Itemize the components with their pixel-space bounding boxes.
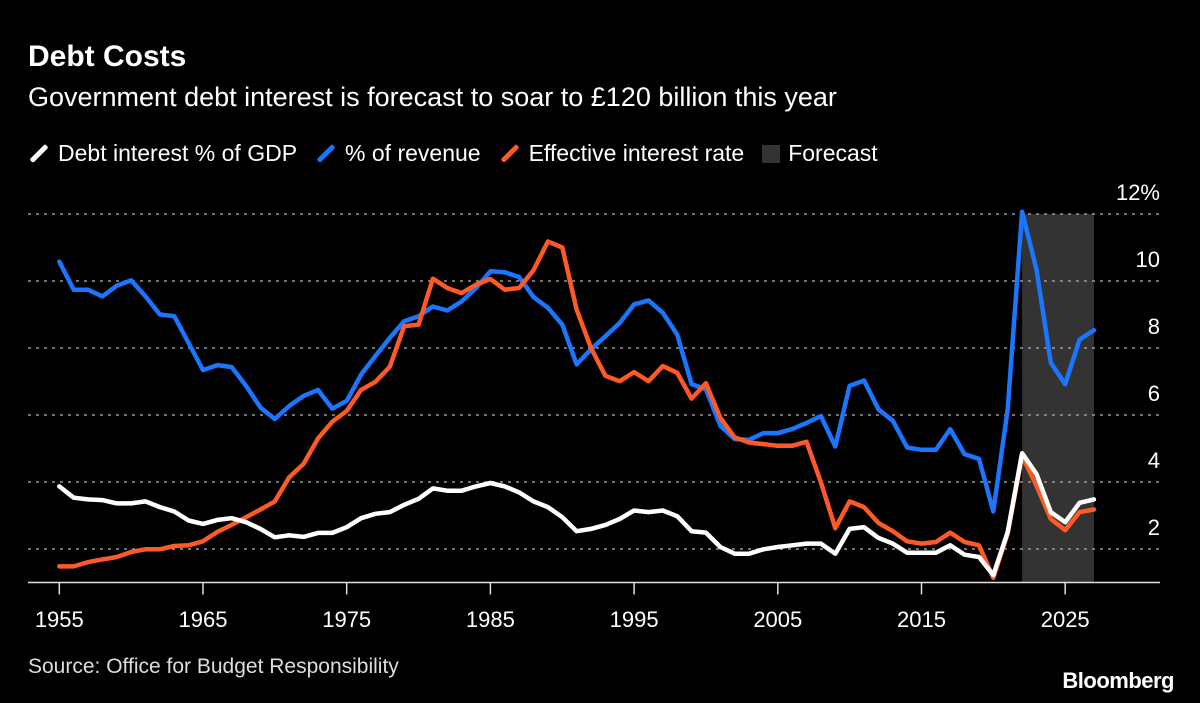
- y-tick-label: 4: [1148, 448, 1160, 473]
- series-line-debt-interest-of-gdp: [57, 450, 1097, 578]
- legend-label: Effective interest rate: [528, 140, 745, 166]
- legend-item-rate: Effective interest rate: [499, 140, 745, 167]
- legend-label: Debt interest % of GDP: [58, 140, 298, 166]
- x-tick-label: 1995: [610, 607, 659, 632]
- legend-swatch: [762, 144, 781, 163]
- forecast-region: [1022, 214, 1094, 583]
- legend-label: % of revenue: [345, 140, 481, 166]
- legend-item-gdp: Debt interest % of GDP: [28, 140, 297, 167]
- series-line--of-revenue: [57, 209, 1097, 514]
- y-tick-label: 2: [1148, 515, 1160, 540]
- legend-label: Forecast: [788, 140, 878, 166]
- x-tick-label: 1975: [322, 607, 371, 632]
- y-tick-label: 10: [1136, 247, 1160, 272]
- chart-subtitle: Government debt interest is forecast to …: [28, 82, 837, 112]
- x-tick-label: 2025: [1041, 607, 1090, 632]
- legend-item-revenue: % of revenue: [315, 140, 481, 167]
- source-note: Source: Office for Budget Responsibility: [28, 655, 399, 678]
- chart-title: Debt Costs: [28, 40, 187, 73]
- x-tick-label: 2015: [897, 607, 946, 632]
- bloomberg-logo: Bloomberg: [1062, 668, 1174, 693]
- legend-item-forecast: Forecast: [762, 140, 878, 167]
- legend: Debt interest % of GDP % of revenue Effe…: [28, 140, 878, 167]
- x-tick-label: 1965: [179, 607, 228, 632]
- series-line-effective-interest-rate: [57, 239, 1097, 581]
- y-tick-label: 12%: [1116, 180, 1160, 205]
- x-tick-label: 2005: [753, 607, 802, 632]
- y-tick-label: 6: [1148, 381, 1160, 406]
- x-tick-label: 1985: [466, 607, 515, 632]
- y-tick-label: 8: [1148, 314, 1160, 339]
- x-tick-label: 1955: [35, 607, 84, 632]
